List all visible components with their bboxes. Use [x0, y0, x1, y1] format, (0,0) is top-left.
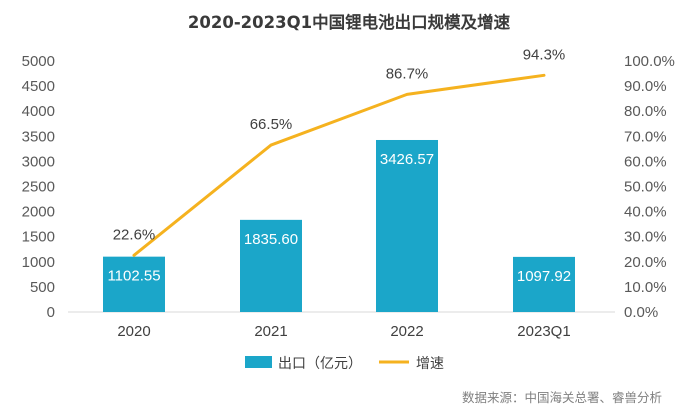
bar-labels: 1102.55 1835.60 3426.57 1097.92 [107, 151, 571, 285]
left-tick-label: 4500 [22, 78, 55, 95]
line-series [132, 73, 546, 257]
right-tick-label: 30.0% [624, 229, 667, 246]
left-tick-label: 2000 [22, 204, 55, 221]
growth-line [132, 73, 546, 257]
legend-bar-swatch [245, 356, 272, 368]
left-axis: 0 500 1000 1500 2000 2500 3000 3500 4000 4500 5000 [22, 53, 55, 321]
line-value-label: 22.6% [113, 226, 156, 243]
right-tick-label: 10.0% [624, 279, 667, 296]
right-tick-label: 80.0% [624, 103, 667, 120]
x-tick-label: 2020 [117, 323, 150, 340]
right-tick-label: 40.0% [624, 204, 667, 221]
source-note: 数据来源：中国海关总署、睿兽分析 [462, 390, 662, 405]
left-tick-label: 1500 [22, 229, 55, 246]
x-tick-label: 2021 [254, 323, 287, 340]
right-tick-label: 0.0% [624, 304, 658, 321]
right-tick-label: 100.0% [624, 53, 675, 70]
bar [103, 256, 165, 312]
left-tick-label: 5000 [22, 53, 55, 70]
left-tick-label: 500 [30, 279, 55, 296]
bar [513, 256, 575, 312]
legend-bar-label: 出口（亿元） [278, 356, 362, 372]
bar-value-label: 1835.60 [244, 231, 298, 248]
x-tick-label: 2023Q1 [517, 323, 570, 340]
bar-value-label: 1097.92 [517, 268, 571, 285]
right-tick-label: 60.0% [624, 153, 667, 170]
chart-title: 2020-2023Q1中国锂电池出口规模及增速 [188, 12, 511, 32]
line-value-label: 94.3% [523, 46, 566, 63]
left-tick-label: 2500 [22, 179, 55, 196]
x-tick-label: 2022 [390, 323, 423, 340]
x-axis: 2020 2021 2022 2023Q1 [117, 323, 570, 340]
bar-value-label: 3426.57 [380, 151, 434, 168]
right-tick-label: 20.0% [624, 254, 667, 271]
bar [376, 139, 438, 312]
right-tick-label: 90.0% [624, 78, 667, 95]
right-tick-label: 50.0% [624, 179, 667, 196]
bar-value-label: 1102.55 [107, 268, 160, 285]
line-value-label: 86.7% [386, 65, 429, 82]
bar-series [103, 139, 575, 312]
bar [240, 219, 302, 312]
right-tick-label: 70.0% [624, 128, 667, 145]
left-tick-label: 1000 [22, 254, 55, 271]
legend: 出口（亿元） 增速 [245, 356, 444, 372]
line-value-label: 66.5% [250, 116, 293, 133]
left-tick-label: 4000 [22, 103, 55, 120]
left-tick-label: 3500 [22, 128, 55, 145]
legend-line-label: 增速 [416, 356, 444, 372]
left-tick-label: 0 [47, 304, 55, 321]
left-tick-label: 3000 [22, 153, 55, 170]
right-axis: 0.0% 10.0% 20.0% 30.0% 40.0% 50.0% 60.0% 70.0% 8… [624, 53, 675, 321]
line-labels: 22.6% 66.5% 86.7% 94.3% [113, 46, 566, 243]
